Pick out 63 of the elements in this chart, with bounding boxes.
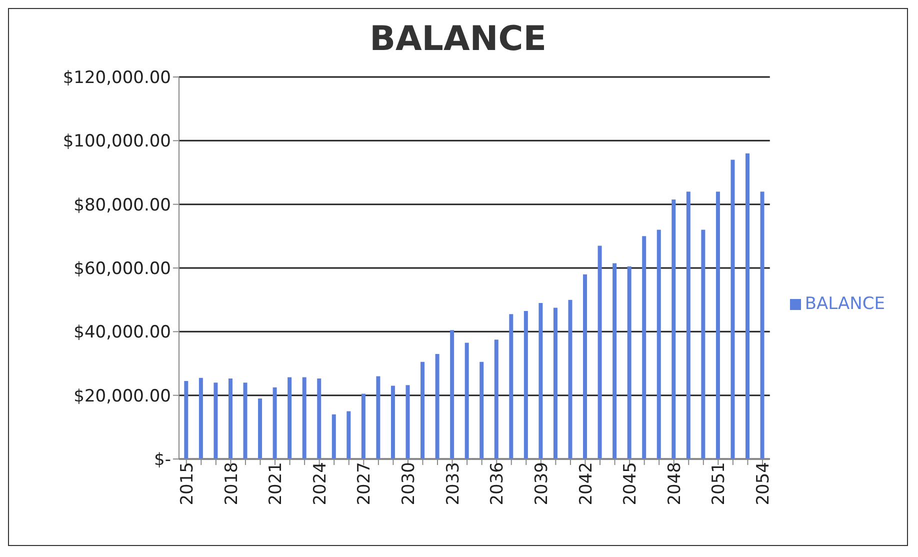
bar	[243, 382, 248, 459]
x-tick-label: 2042	[576, 462, 596, 506]
x-tick-label: 2027	[354, 462, 375, 506]
bar	[332, 414, 336, 459]
x-tick-label: 2045	[620, 462, 641, 506]
bar	[746, 153, 750, 459]
bar	[494, 340, 498, 459]
bar	[701, 230, 706, 459]
legend-label: BALANCE	[804, 294, 885, 314]
y-tick-label: $20,000.00	[74, 386, 171, 406]
bar	[716, 192, 720, 459]
x-tick-label: 2033	[443, 462, 464, 506]
bar	[258, 398, 262, 459]
x-tick-label: 2048	[664, 462, 685, 506]
bar	[420, 362, 425, 459]
chart-title: BALANCE	[368, 19, 548, 61]
bar	[376, 376, 380, 459]
bar	[612, 263, 617, 459]
bar	[361, 394, 366, 459]
x-tick-label: 2018	[222, 462, 242, 506]
bar	[538, 303, 543, 459]
x-tick-label: 2024	[310, 462, 330, 506]
x-tick-label: 2030	[399, 462, 420, 506]
bar	[730, 160, 735, 459]
bar	[464, 342, 469, 459]
bar	[686, 192, 690, 459]
bar	[317, 378, 322, 459]
bar	[642, 236, 646, 459]
x-tick-label: 2015	[177, 462, 198, 506]
x-tick-label: 2021	[266, 462, 286, 506]
bar	[480, 362, 484, 459]
bar	[672, 200, 676, 459]
x-tick-label: 2054	[754, 462, 774, 506]
bar	[760, 192, 764, 459]
bar	[627, 266, 632, 459]
y-tick-label: $100,000.00	[62, 132, 171, 152]
bar	[524, 310, 528, 459]
y-tick-label: $40,000.00	[74, 322, 171, 343]
bar	[435, 354, 440, 459]
bar	[656, 230, 661, 459]
bar	[450, 330, 454, 459]
bar	[583, 274, 588, 459]
bar	[568, 300, 572, 459]
y-tick-label: $120,000.00	[62, 68, 171, 88]
bar	[214, 382, 218, 459]
bar	[198, 378, 203, 459]
bar	[390, 386, 395, 459]
bar	[272, 387, 277, 459]
x-tick-label: 2036	[488, 462, 508, 506]
y-tick-label: $-	[154, 450, 171, 470]
bar	[184, 381, 188, 459]
bar	[406, 385, 410, 459]
bar	[509, 314, 514, 459]
y-tick-label: $60,000.00	[74, 259, 171, 280]
y-tick-label: $80,000.00	[74, 195, 171, 216]
bar	[553, 308, 558, 459]
bar	[288, 377, 292, 459]
x-tick-label: 2051	[709, 462, 730, 506]
bar	[598, 246, 602, 459]
bar	[302, 377, 306, 459]
bar	[346, 411, 351, 459]
x-tick-label: 2039	[532, 462, 552, 506]
bar	[228, 378, 232, 459]
